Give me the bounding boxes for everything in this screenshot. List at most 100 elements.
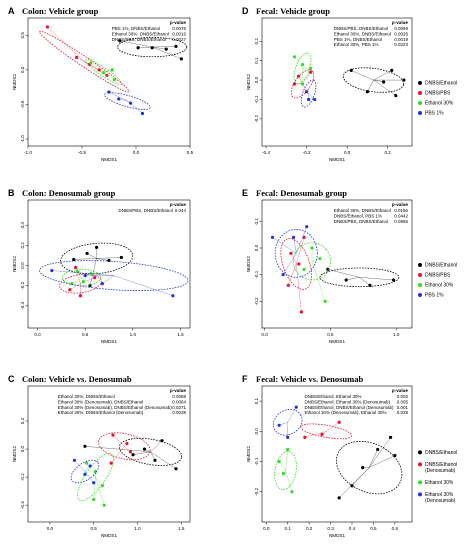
spider-line xyxy=(152,46,176,48)
data-point xyxy=(119,255,123,260)
spider-line xyxy=(279,461,286,471)
data-point xyxy=(93,276,97,280)
data-point xyxy=(109,461,113,465)
data-point xyxy=(302,267,306,271)
group-ellipse xyxy=(77,453,114,502)
group-ellipse xyxy=(274,451,297,491)
data-point xyxy=(74,265,78,270)
legend-marker xyxy=(418,262,422,267)
spider-line xyxy=(327,269,360,278)
pvalue-value: 0.0016 xyxy=(172,31,186,36)
legend-label: Ethanol 30% xyxy=(425,492,454,498)
pvalue-label: Ethanol 30%, DNBS/Ethanol (Denosumab) xyxy=(58,410,144,415)
data-point xyxy=(128,450,133,454)
y-axis-label: NMDS2 xyxy=(246,74,251,91)
series-dnbs-ethanol xyxy=(117,36,188,61)
spider-line xyxy=(367,79,374,92)
data-point xyxy=(75,269,80,274)
x-tick-label: 0.0 xyxy=(47,526,54,531)
pvalue-header: p-value xyxy=(392,20,409,25)
legend-label: DNBS/PBS xyxy=(425,91,451,97)
x-tick-label: 0.0 xyxy=(263,526,270,531)
x-tick-label: 1.0 xyxy=(130,332,137,337)
legend-marker xyxy=(418,492,422,497)
group-ellipse xyxy=(293,52,312,85)
legend-marker xyxy=(418,100,422,105)
spider-line xyxy=(75,267,81,284)
data-point xyxy=(118,39,122,43)
y-tick-label: 0.1 xyxy=(254,218,259,225)
y-tick-label: -0.2 xyxy=(20,473,25,481)
x-tick-label: 0.0 xyxy=(133,150,140,155)
data-point xyxy=(75,55,79,60)
x-tick-label: 0.0 xyxy=(344,150,351,155)
panel-title: Fecal: Denosumab group xyxy=(256,188,347,198)
panel-letter: E xyxy=(242,188,248,198)
series-pbs1 xyxy=(104,90,151,116)
legend-label: DNBS/Ethanol xyxy=(425,81,457,87)
spider-line xyxy=(285,470,293,492)
data-point xyxy=(117,97,121,101)
pvalue-label: Ethanol 30%, PBS 1% xyxy=(334,42,379,47)
pvalue-value: 0.044 xyxy=(175,208,187,213)
data-point xyxy=(393,453,397,458)
data-point xyxy=(136,46,140,50)
pvalue-value: 0.028 xyxy=(397,410,409,415)
plot-area xyxy=(290,52,406,108)
data-point xyxy=(290,490,294,494)
series-ethanol30 xyxy=(293,242,331,303)
y-tick-label: 0.1 xyxy=(254,397,259,404)
data-point xyxy=(277,423,281,427)
plot-area xyxy=(270,225,400,314)
series-ethanol30 xyxy=(292,52,313,86)
plot-area xyxy=(38,25,188,116)
spider-line xyxy=(95,477,103,486)
spider-line xyxy=(150,440,163,453)
pvalue-value: 0.001 xyxy=(397,405,409,410)
data-point xyxy=(281,273,285,277)
spider-line xyxy=(84,446,151,453)
y-tick-label: -0.4 xyxy=(20,501,25,509)
y-tick-label: -0.1 xyxy=(254,457,259,465)
series-pbs1 xyxy=(300,79,317,108)
y-tick-label: -0.1 xyxy=(254,95,259,103)
y-axis-label: NMDS2 xyxy=(12,446,17,463)
y-axis-label: NMDS2 xyxy=(12,74,17,91)
y-tick-label: 0.0 xyxy=(254,244,259,251)
x-tick-label: 0.5 xyxy=(370,526,377,531)
data-point xyxy=(300,62,305,67)
data-point xyxy=(81,280,85,284)
group-ellipse xyxy=(104,92,151,110)
panel-title: Fecal: Vehicle vs. Denosumab xyxy=(256,374,363,384)
group-ellipse xyxy=(119,437,183,466)
data-point xyxy=(289,251,293,255)
spider-line xyxy=(133,451,151,455)
spider-line xyxy=(304,431,327,438)
data-point xyxy=(368,283,372,287)
y-tick-label: 0.0 xyxy=(20,262,25,269)
data-point xyxy=(131,453,135,457)
y-tick-label: 0.5 xyxy=(20,32,25,39)
x-axis-label: NMDS1 xyxy=(329,533,346,538)
pvalue-label: Ethanol 30% (Denosumab), DNBS/Ethanol xyxy=(58,399,144,404)
pvalue-label: DNBS/Ethanol, Ethanol 30% (Denosumab) xyxy=(305,399,391,404)
pvalue-header: p-value xyxy=(170,202,187,207)
series-dnbs-ethanol xyxy=(319,267,400,288)
pvalue-header: p-value xyxy=(392,202,409,207)
data-point xyxy=(292,82,297,86)
y-axis-label: NMDS2 xyxy=(12,256,17,273)
spider-line xyxy=(296,237,305,265)
data-point xyxy=(294,405,298,409)
panel-a: A Colon: Vehicle group -1.0 -0.5 0.0 0.5 -1.0 -… xyxy=(8,6,194,162)
series-dnbs-pbs xyxy=(280,235,312,314)
legend-label: DNBS/Ethanol xyxy=(425,450,457,456)
pvalue-value: 0.0076 xyxy=(172,26,186,31)
legend-label: PBS 1% xyxy=(425,293,444,299)
x-tick-label: -1.0 xyxy=(24,150,32,155)
x-tick-label: 1.5 xyxy=(178,526,185,531)
data-point xyxy=(92,481,96,485)
data-point xyxy=(313,97,317,102)
spider-line xyxy=(95,477,105,506)
data-point xyxy=(102,71,106,75)
